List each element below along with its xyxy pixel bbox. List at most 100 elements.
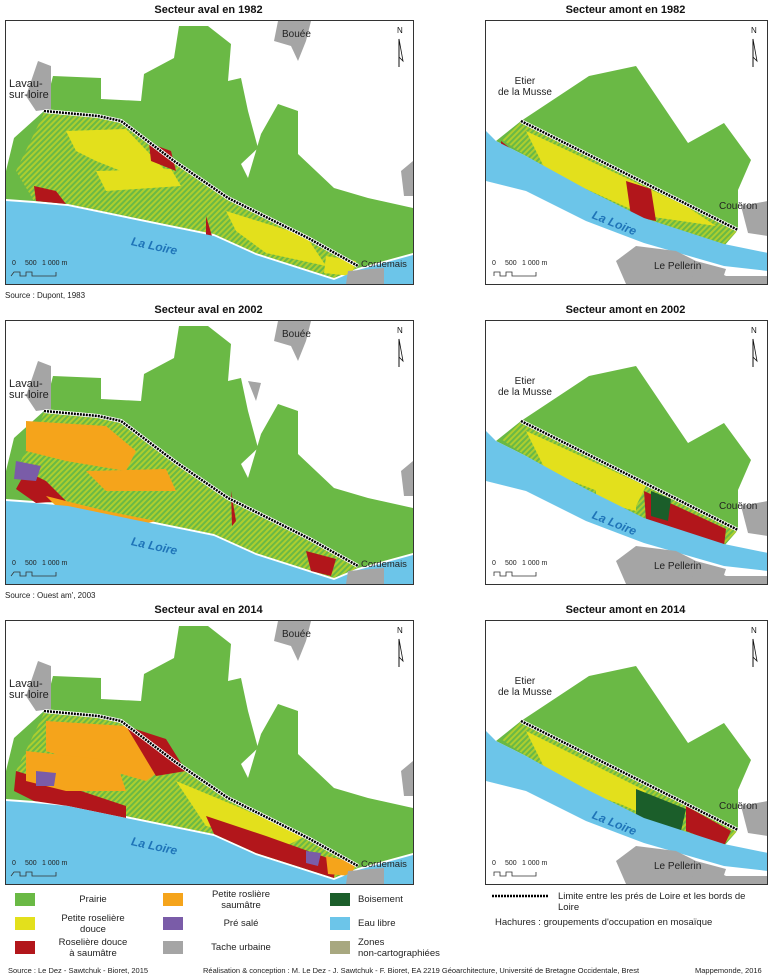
place-coueron: Couëron	[719, 501, 758, 512]
scale-bar	[10, 271, 57, 277]
place-lavau-line1: Lavau-	[9, 78, 43, 90]
land-cover-patch	[526, 131, 716, 226]
legend-label-line1: Eau libre	[358, 918, 396, 929]
place-cordemais: Cordemais	[361, 559, 407, 570]
scale-end: 1 000 m	[522, 860, 548, 867]
place-etier: Etier de la Musse	[498, 376, 552, 398]
legend-swatch	[15, 941, 35, 954]
legend-label: Petite roselière douce	[43, 913, 143, 935]
scale-end: 1 000 m	[522, 260, 548, 267]
land-cover-patch	[26, 421, 136, 471]
place-etier-line2: de la Musse	[498, 87, 552, 98]
legend-label: Zones non-cartographiées	[358, 937, 458, 959]
legend-label-line2: douce	[80, 924, 106, 935]
panel-title: Secteur amont en 2002	[565, 304, 686, 316]
panel-title: Secteur amont en 1982	[565, 4, 686, 16]
place-pellerin: Le Pellerin	[654, 261, 702, 272]
place-cordemais: Cordemais	[361, 259, 407, 270]
source-note: Source : Ouest am', 2003	[5, 591, 96, 600]
place-pellerin: Le Pellerin	[654, 561, 702, 572]
urban-area	[691, 561, 726, 584]
land-cover-patch	[651, 491, 671, 521]
place-lavau: Lavau-sur-loire	[9, 379, 49, 401]
map-canvas	[486, 338, 767, 584]
prairie-area	[496, 66, 751, 246]
north-label: N	[751, 326, 757, 335]
panel-title: Secteur aval en 2014	[154, 604, 263, 616]
scale-zero: 0	[492, 560, 496, 567]
map-panel-amont-2014: N 0 500 1 000 m Etier de la Musse Couëron Le Pe…	[485, 620, 768, 885]
urban-area	[616, 546, 767, 584]
map-canvas	[6, 321, 413, 584]
legend-swatch	[15, 917, 35, 930]
land-cover-patch	[206, 216, 212, 236]
place-etier-line1: Etier	[514, 676, 536, 687]
map-canvas	[486, 38, 767, 284]
source-note: Source : Dupont, 1983	[5, 291, 86, 300]
scale-mid: 500	[25, 260, 37, 267]
legend-label: Boisement	[358, 894, 458, 905]
land-cover-patch	[176, 781, 306, 846]
scale-zero: 0	[12, 260, 16, 267]
place-pellerin: Le Pellerin	[654, 861, 702, 872]
footer-journal: Mappemonde, 2016	[695, 966, 762, 975]
scale-mid: 500	[505, 260, 517, 267]
north-arrow-icon	[398, 38, 404, 63]
land-cover-patch	[46, 496, 156, 526]
panel-title: Secteur amont en 2014	[565, 604, 686, 616]
land-cover-patch	[206, 816, 336, 878]
north-label: N	[397, 326, 403, 335]
legend-label-line1: Tache urbaine	[211, 942, 271, 953]
urban-area	[26, 61, 51, 111]
place-etier: Etier de la Musse	[498, 676, 552, 698]
scale-mid: 500	[505, 860, 517, 867]
legend-label-line1: Petite roselière	[61, 913, 125, 924]
urban-area	[616, 246, 767, 284]
map-panel-aval-1982: N 0 500 1 000 m Bouée Lavau-sur-loire La Loire…	[5, 20, 414, 285]
legend-label: Eau libre	[358, 918, 458, 929]
limit-line	[43, 409, 359, 568]
limit-line	[520, 719, 739, 832]
urban-area	[346, 268, 384, 284]
urban-area	[691, 261, 726, 284]
limit-line	[520, 119, 739, 232]
prairie-area	[496, 366, 751, 546]
river-loire	[6, 501, 413, 584]
urban-area	[741, 801, 767, 836]
land-cover-patch	[686, 806, 731, 846]
place-lavau-line2: sur-loire	[9, 689, 49, 701]
north-label: N	[751, 626, 757, 635]
north-arrow-icon	[752, 338, 758, 363]
map-panel-aval-2002: N 0 500 1 000 m Bouée Lavau-sur-loire La Loire…	[5, 320, 414, 585]
map-panel-amont-2002: N 0 500 1 000 m Etier de la Musse Couëron Le Pe…	[485, 320, 768, 585]
prairie-area	[496, 666, 751, 846]
land-cover-patch	[34, 186, 66, 204]
scale-bar	[10, 571, 57, 577]
north-arrow-icon	[752, 638, 758, 663]
scale-bar	[493, 271, 537, 277]
map-canvas	[6, 621, 413, 884]
legend-label: Tache urbaine	[191, 942, 291, 953]
panel-title: Secteur aval en 1982	[154, 4, 263, 16]
legend-label-line2: à saumâtre	[69, 948, 117, 959]
place-lavau-line2: sur-loire	[9, 389, 49, 401]
scale-zero: 0	[492, 260, 496, 267]
land-cover-patch	[306, 551, 336, 576]
north-label: N	[751, 26, 757, 35]
legend-swatch	[163, 917, 183, 930]
legend-label-line1: Zones	[358, 937, 385, 948]
legend-label-line1: Prairie	[79, 894, 107, 905]
prairie-area	[6, 26, 413, 278]
legend-label-line1: Roselière douce	[58, 937, 128, 948]
scale-bar	[493, 871, 537, 877]
map-canvas	[486, 638, 767, 884]
place-etier-line2: de la Musse	[498, 687, 552, 698]
land-cover-patch	[626, 181, 656, 221]
place-coueron: Couëron	[719, 801, 758, 812]
north-arrow-icon	[752, 38, 758, 63]
legend-label: Pré salé	[191, 918, 291, 929]
legend-swatch	[15, 893, 35, 906]
place-etier-line2: de la Musse	[498, 387, 552, 398]
scale-zero: 0	[12, 560, 16, 567]
